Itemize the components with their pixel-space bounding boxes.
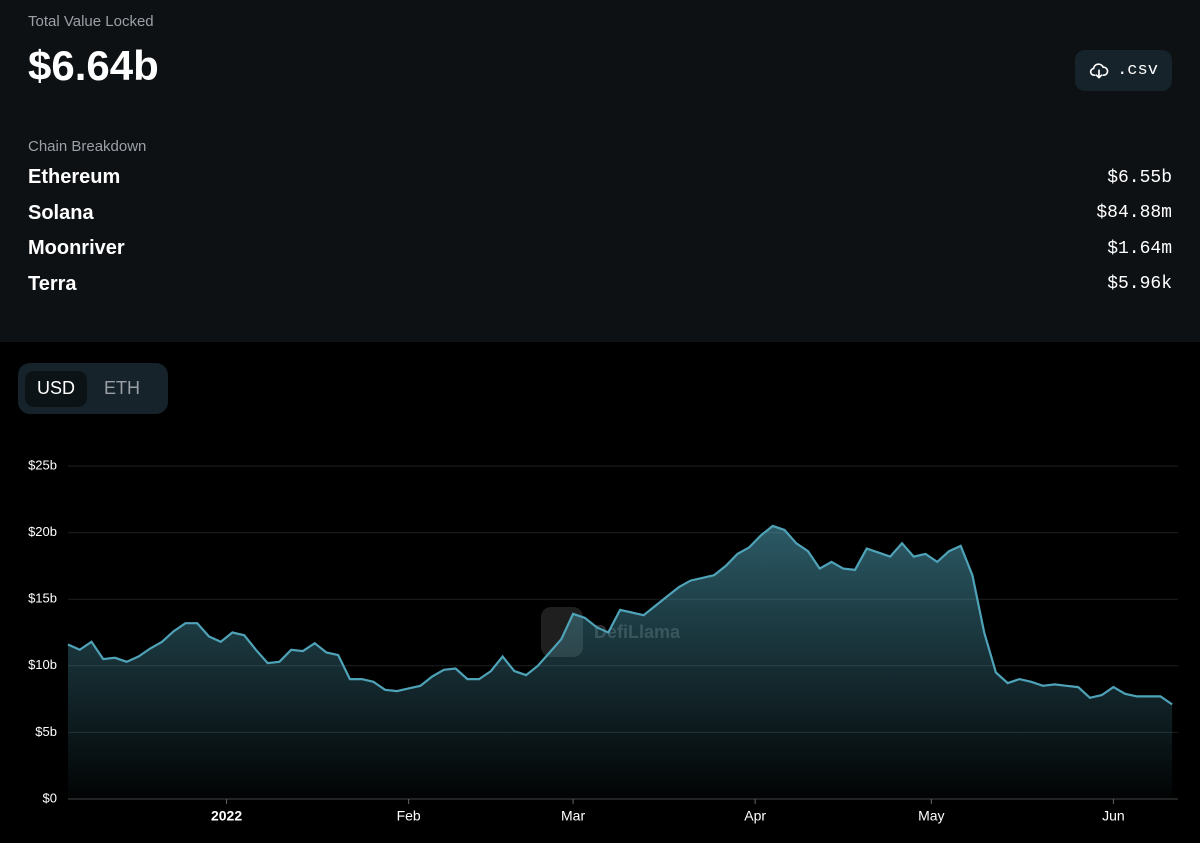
x-tick-label: Mar — [561, 808, 585, 824]
chart: $0 $5b $10b $15b $20b $25b 2022 Feb Mar Apr May Jun… — [28, 457, 1178, 824]
y-tick-label: $25b — [28, 457, 57, 472]
breakdown-label: Chain Breakdown — [28, 138, 147, 155]
tvl-value: $6.64b — [28, 42, 159, 89]
summary-panel: Total Value Locked $6.64b .csv Chain Bre… — [0, 0, 1200, 342]
x-tick-label: Jun — [1102, 808, 1125, 824]
y-tick-label: $0 — [43, 790, 57, 805]
line — [67, 524, 1173, 706]
download-icon — [1089, 62, 1109, 78]
area — [68, 525, 1173, 799]
csv-button[interactable]: .csv — [1075, 50, 1172, 91]
csv-label: .csv — [1117, 61, 1158, 80]
y-tick-label: $15b — [28, 591, 57, 606]
breakdown-row: Moonriver $1.64m — [28, 237, 1172, 260]
chain-name: Terra — [28, 272, 77, 295]
x-tick-label: 2022 — [211, 808, 242, 824]
breakdown-row: Ethereum $6.55b — [28, 166, 1172, 189]
y-tick-label: $5b — [35, 724, 57, 739]
breakdown-row: Solana $84.88m — [28, 202, 1172, 225]
toggle-option[interactable]: USD — [25, 370, 87, 407]
chain-value: $84.88m — [1096, 203, 1172, 223]
y-tick-label: $10b — [28, 657, 57, 672]
x-tick-label: Apr — [744, 808, 766, 824]
chain-value: $1.64m — [1107, 238, 1172, 259]
chain-value: $6.55b — [1107, 167, 1172, 188]
breakdown-row: Terra $5.96k — [28, 273, 1172, 296]
y-tick-label: $20b — [28, 524, 57, 539]
x-tick-label: May — [918, 808, 944, 824]
tvl-label: Total Value Locked — [28, 13, 154, 30]
chain-name: Ethereum — [28, 166, 121, 188]
toggle-option[interactable]: ETH — [104, 378, 140, 398]
chain-name: Moonriver — [28, 237, 125, 259]
x-tick-label: Feb — [397, 808, 421, 824]
chain-name: Solana — [28, 201, 94, 224]
currency-toggle: USD ETH — [18, 363, 168, 414]
chain-value: $5.96k — [1107, 274, 1172, 294]
